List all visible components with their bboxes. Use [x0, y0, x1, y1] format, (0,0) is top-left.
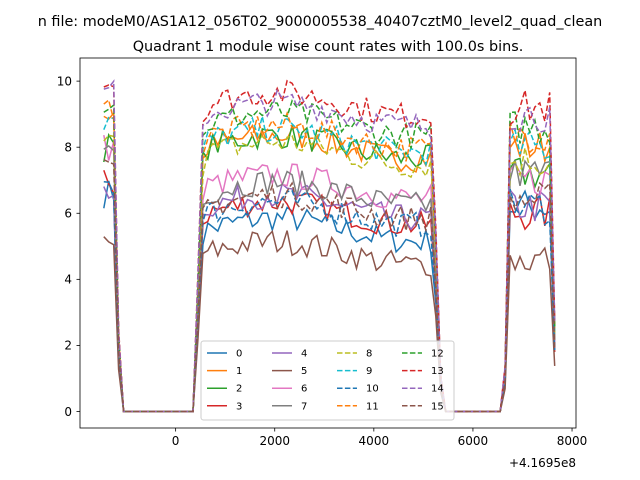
y-tick-label: 2	[64, 339, 72, 353]
legend-label-3: 3	[236, 401, 242, 412]
legend-label-12: 12	[431, 349, 444, 360]
legend-label-14: 14	[431, 384, 444, 395]
legend-label-5: 5	[301, 366, 307, 377]
legend-label-6: 6	[301, 384, 307, 395]
legend-label-11: 11	[366, 401, 379, 412]
plot-area	[103, 79, 556, 413]
y-tick-label: 0	[64, 405, 72, 419]
figure-suptitle: n file: modeM0/AS1A12_056T02_9000005538_…	[38, 14, 603, 30]
y-axis: 0 2 4 6 8 10	[57, 74, 80, 419]
series-line-15	[103, 159, 556, 413]
x-tick-label: 6000	[458, 434, 489, 448]
y-tick-label: 8	[64, 140, 72, 154]
legend-label-8: 8	[366, 349, 372, 360]
x-axis: 0 2000 4000 6000 8000	[172, 428, 587, 448]
legend-label-4: 4	[301, 349, 307, 360]
series-line-14	[103, 79, 556, 413]
legend-label-15: 15	[431, 401, 444, 412]
y-tick-label: 6	[64, 207, 72, 221]
axes-title: Quadrant 1 module wise count rates with …	[133, 39, 524, 55]
x-tick-label: 4000	[359, 434, 390, 448]
legend-label-10: 10	[366, 384, 379, 395]
legend-label-0: 0	[236, 349, 242, 360]
legend-label-13: 13	[431, 366, 444, 377]
axes-frame	[79, 57, 577, 429]
x-tick-label: 2000	[259, 434, 290, 448]
legend-label-7: 7	[301, 401, 307, 412]
legend-label-9: 9	[366, 366, 372, 377]
x-axis-offset-label: +4.1695e8	[509, 456, 576, 470]
x-tick-label: 0	[172, 434, 180, 448]
legend-frame	[200, 340, 455, 421]
x-tick-label: 8000	[557, 434, 588, 448]
y-tick-label: 10	[57, 74, 72, 88]
legend-label-1: 1	[236, 366, 242, 377]
legend-label-2: 2	[236, 384, 242, 395]
y-tick-label: 4	[64, 273, 72, 287]
